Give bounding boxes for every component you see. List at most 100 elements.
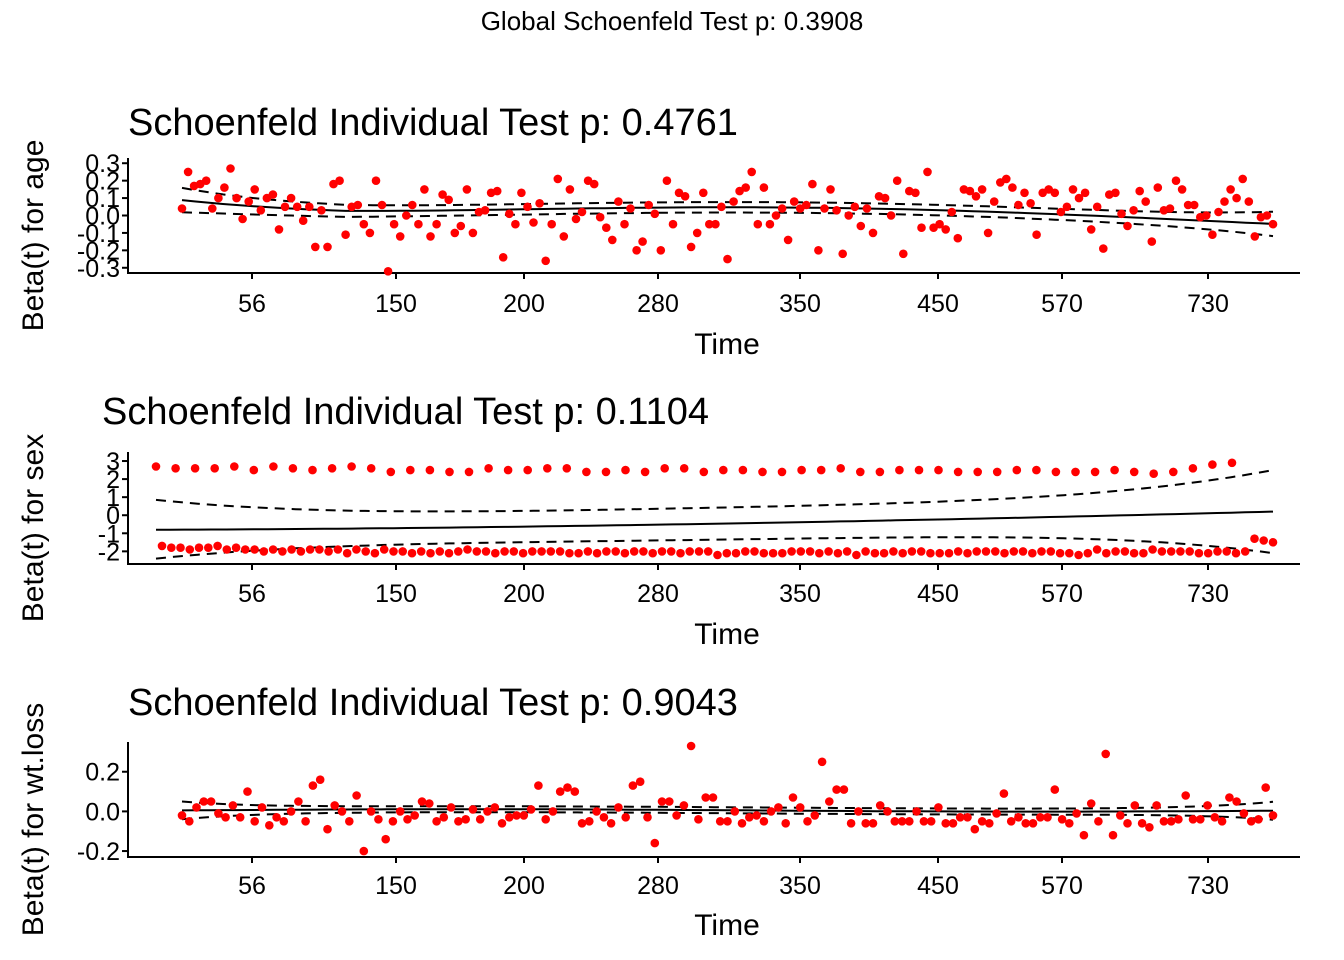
data-point: [971, 192, 981, 201]
data-point: [406, 465, 415, 475]
data-point: [359, 219, 369, 229]
data-point: [934, 465, 943, 475]
data-point: [528, 547, 537, 556]
data-point: [621, 813, 630, 822]
data-point: [1111, 188, 1120, 198]
data-point: [456, 221, 466, 231]
data-point: [941, 225, 950, 234]
data-point: [1165, 204, 1175, 213]
data-point: [1176, 547, 1185, 556]
data-point: [602, 223, 611, 232]
data-point: [257, 803, 267, 812]
data-point: [244, 197, 253, 206]
data-point: [238, 214, 247, 224]
data-point: [359, 846, 369, 856]
data-point: [1169, 467, 1178, 477]
data-point: [383, 267, 393, 276]
data-point: [992, 809, 1001, 818]
data-point: [777, 204, 787, 213]
x-tick-label: 280: [637, 872, 679, 900]
data-point: [808, 179, 817, 189]
data-point: [1062, 202, 1072, 212]
data-point: [417, 797, 427, 806]
data-point: [333, 545, 343, 554]
panel-title: Schoenfeld Individual Test p: 0.4761: [128, 102, 738, 144]
data-point: [628, 781, 638, 790]
data-point: [1079, 830, 1089, 840]
x-tick-label: 56: [238, 580, 266, 608]
data-point: [898, 548, 907, 558]
data-point: [534, 781, 543, 790]
data-point: [738, 465, 748, 475]
data-point: [226, 164, 235, 173]
y-tick-label: 0.0: [85, 798, 120, 826]
data-point: [365, 228, 375, 238]
data-point: [577, 819, 587, 828]
data-point: [1189, 200, 1199, 210]
data-point: [771, 211, 781, 220]
data-point: [213, 541, 222, 551]
data-point: [327, 464, 337, 473]
data-point: [1108, 830, 1118, 840]
data-point: [1123, 819, 1132, 828]
data-point: [1226, 185, 1235, 194]
data-point: [1232, 797, 1241, 806]
data-point: [268, 545, 278, 554]
data-point: [626, 204, 635, 213]
data-point: [279, 817, 289, 826]
fit-lower-band: [181, 211, 1274, 238]
data-point: [916, 547, 926, 556]
data-point: [870, 548, 880, 558]
y-tick-label: -0.1: [77, 220, 120, 248]
data-point: [512, 811, 521, 820]
data-point: [703, 547, 713, 556]
x-tick-label: 730: [1187, 290, 1229, 318]
data-point: [317, 206, 326, 215]
data-point: [389, 547, 398, 556]
data-point: [941, 819, 950, 828]
data-point: [650, 838, 660, 848]
data-point: [374, 815, 383, 824]
data-point: [347, 462, 356, 471]
data-point: [1080, 188, 1090, 198]
data-point: [629, 547, 639, 556]
global-title: Global Schoenfeld Test p: 0.3908: [480, 6, 864, 36]
data-point: [723, 817, 732, 826]
data-point: [1026, 199, 1035, 208]
data-point: [1057, 815, 1067, 824]
data-point: [983, 228, 993, 238]
data-point: [895, 465, 904, 475]
data-point: [1051, 467, 1061, 477]
smooth-fit: [181, 800, 1274, 821]
data-point: [825, 797, 834, 806]
y-tick-label: -0.3: [77, 255, 120, 283]
data-point: [381, 834, 391, 844]
data-point: [377, 200, 387, 210]
data-point: [635, 777, 645, 786]
data-point: [1202, 211, 1211, 220]
data-point: [241, 545, 250, 554]
data-point: [185, 817, 194, 826]
data-point: [555, 787, 565, 796]
data-point: [717, 202, 726, 212]
x-tick-label: 570: [1041, 580, 1083, 608]
data-point: [789, 197, 799, 206]
y-tick-label: -1: [98, 520, 120, 548]
data-point: [802, 200, 811, 210]
data-point: [1149, 469, 1158, 479]
data-point: [832, 785, 841, 794]
data-point: [315, 545, 324, 554]
data-point: [1183, 200, 1193, 210]
data-point: [905, 817, 914, 826]
data-points: [177, 741, 1278, 856]
data-point: [426, 548, 435, 558]
fit-upper-band: [155, 469, 1274, 513]
data-point: [1174, 815, 1183, 824]
data-point: [500, 547, 509, 556]
data-point: [301, 817, 310, 826]
data-point: [926, 548, 935, 558]
data-point: [439, 813, 449, 822]
data-point: [1092, 545, 1102, 554]
data-point: [286, 807, 296, 816]
